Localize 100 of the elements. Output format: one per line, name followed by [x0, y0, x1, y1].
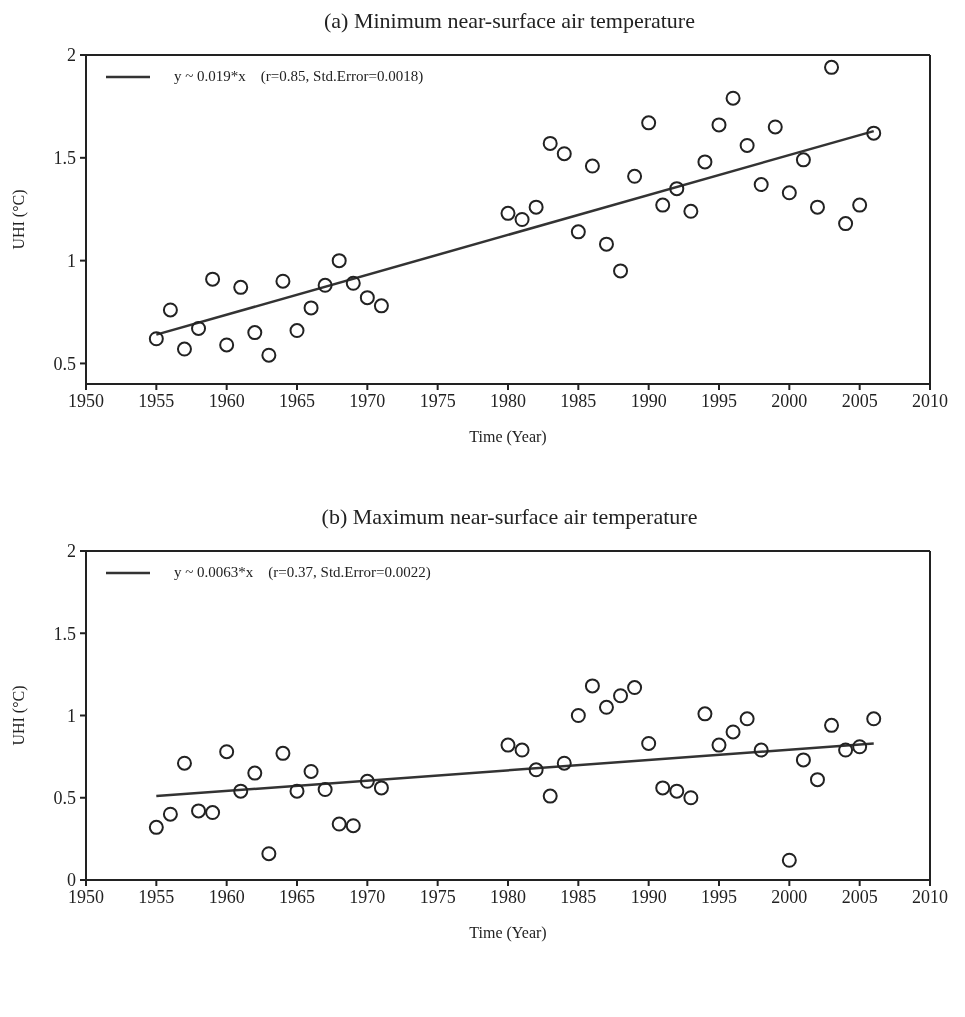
point	[373, 298, 389, 314]
point	[176, 341, 192, 357]
chart-title: (b) Maximum near-surface air temperature	[320, 504, 699, 530]
x-tick-label: 1990	[630, 390, 667, 411]
point	[219, 744, 235, 760]
point	[345, 818, 361, 834]
point	[303, 763, 319, 779]
point	[838, 742, 854, 758]
point	[697, 154, 713, 170]
x-tick-label: 1980	[490, 390, 526, 411]
point	[683, 203, 699, 219]
x-tick-label: 2010	[912, 886, 948, 907]
point	[627, 168, 643, 184]
x-tick-label: 2000	[771, 886, 808, 907]
point	[303, 300, 319, 316]
point	[514, 212, 530, 227]
point	[753, 742, 769, 758]
point	[584, 158, 600, 174]
point	[317, 782, 333, 798]
point	[739, 137, 755, 153]
point	[570, 708, 586, 723]
point	[627, 680, 643, 696]
point	[500, 205, 516, 221]
y-tick-label: 1	[67, 705, 76, 726]
x-axis-title: Time (Year)	[469, 428, 547, 446]
point	[669, 181, 685, 197]
point	[683, 790, 699, 806]
point	[148, 819, 164, 835]
point	[275, 273, 291, 289]
x-tick-label: 1995	[701, 886, 737, 907]
point	[148, 331, 164, 347]
point	[570, 224, 586, 240]
point	[191, 803, 207, 819]
y-tick-label: 2	[67, 541, 76, 562]
x-tick-label: 1960	[208, 390, 245, 411]
point	[275, 745, 291, 761]
y-tick-label: 0.5	[53, 353, 76, 374]
point	[261, 347, 277, 363]
y-axis-title: UHI (°C)	[9, 189, 28, 250]
point	[725, 90, 741, 106]
point	[781, 185, 797, 201]
point	[753, 177, 769, 193]
point	[613, 688, 629, 704]
x-tick-label: 1965	[279, 390, 315, 411]
x-tick-label: 2005	[841, 886, 878, 907]
point	[852, 197, 868, 213]
x-tick-label: 1955	[138, 390, 175, 411]
x-tick-label: 2010	[912, 390, 948, 411]
x-tick-label: 1990	[630, 886, 667, 907]
point	[205, 805, 221, 821]
point	[500, 737, 516, 753]
y-tick-label: 2	[67, 45, 76, 66]
point	[261, 846, 277, 862]
x-tick-label: 1950	[68, 390, 104, 411]
point	[809, 199, 825, 215]
x-tick-label: 1975	[419, 886, 456, 907]
point	[233, 783, 249, 799]
x-tick-label: 1985	[560, 390, 597, 411]
point	[176, 755, 192, 771]
x-tick-label: 1995	[701, 390, 737, 411]
point	[542, 135, 558, 151]
point	[711, 737, 727, 753]
point	[613, 263, 629, 279]
x-tick-label: 1980	[490, 886, 526, 907]
chart-title: (a) Minimum near-surface air temperature	[323, 8, 696, 34]
point	[345, 275, 361, 291]
point	[711, 117, 727, 133]
point	[697, 706, 713, 722]
point	[317, 277, 333, 293]
point	[247, 325, 263, 341]
point	[528, 762, 544, 778]
point	[584, 678, 600, 694]
x-tick-label: 1970	[349, 886, 386, 907]
x-tick-label: 2000	[771, 390, 808, 411]
point	[655, 780, 671, 796]
x-tick-label: 1965	[279, 886, 315, 907]
point	[359, 290, 375, 306]
point	[205, 271, 221, 287]
point	[669, 783, 685, 799]
point	[655, 197, 671, 213]
x-axis-title: Time (Year)	[469, 924, 547, 942]
point	[824, 59, 840, 75]
point	[514, 742, 530, 758]
x-tick-label: 1985	[560, 886, 597, 907]
point	[542, 788, 558, 804]
point	[852, 739, 868, 755]
point	[247, 765, 263, 781]
point	[162, 302, 178, 318]
point	[556, 146, 572, 162]
point	[795, 752, 811, 768]
point	[866, 125, 882, 141]
point	[556, 755, 572, 771]
point	[866, 711, 882, 727]
legend-label: y ~ 0.019*x (r=0.85, Std.Error=0.0018)	[174, 68, 424, 85]
y-axis-title: UHI (°C)	[9, 685, 28, 746]
point	[233, 279, 249, 295]
point	[289, 323, 305, 339]
legend-label: y ~ 0.0063*x (r=0.37, Std.Error=0.0022)	[174, 564, 431, 581]
point	[795, 152, 811, 168]
point	[838, 216, 854, 232]
